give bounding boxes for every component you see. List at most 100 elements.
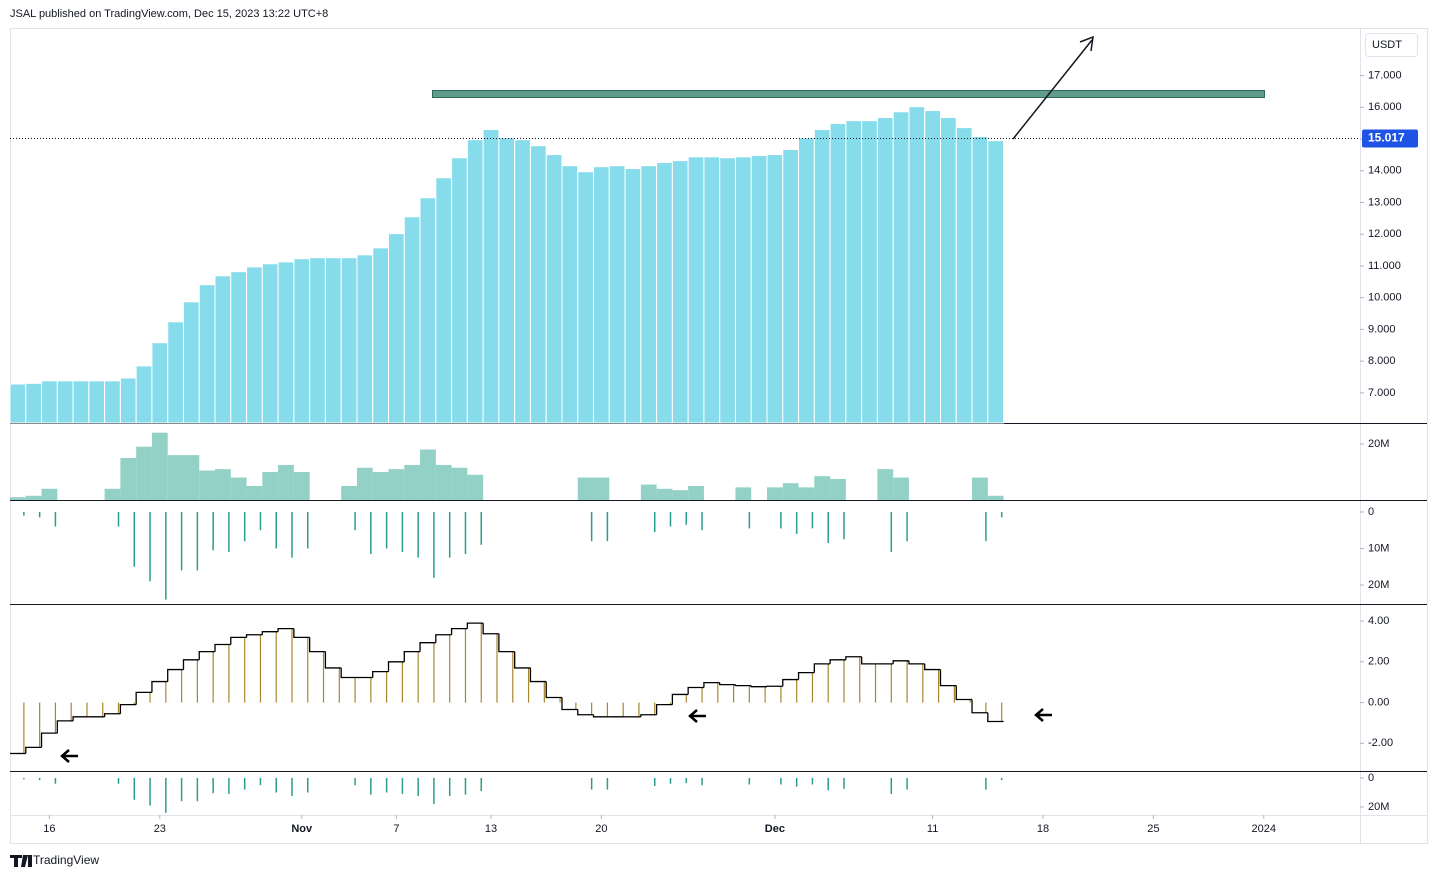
price-bar	[908, 106, 926, 424]
price-bar	[182, 301, 200, 424]
osc-step	[939, 669, 957, 687]
price-bar	[167, 321, 184, 424]
osc-step	[719, 682, 736, 686]
x-tick-label: 25	[1147, 823, 1159, 835]
price-bar	[987, 140, 1005, 424]
osc-step	[529, 667, 547, 683]
price-bar	[261, 263, 279, 424]
last-price-label: 15.017	[1368, 131, 1405, 145]
osc-step	[198, 650, 216, 660]
price-bar	[561, 165, 579, 424]
price-bar	[845, 120, 863, 424]
volume-bar	[262, 471, 279, 500]
price-bar	[340, 257, 358, 424]
price-bar	[876, 116, 894, 424]
price-bar	[25, 382, 43, 424]
marker-arrow	[688, 709, 706, 723]
y-tick-label: 13.000	[1368, 196, 1402, 208]
osc-step	[734, 684, 752, 687]
price-bar	[939, 116, 957, 424]
price-bar	[971, 136, 989, 424]
y-tick-label: 0	[1368, 772, 1374, 784]
price-bar	[624, 168, 642, 424]
osc-step	[813, 663, 831, 673]
price-bar	[466, 139, 484, 424]
osc-step	[955, 685, 973, 701]
price-bar	[782, 149, 800, 424]
price-bar	[482, 129, 500, 424]
osc-step	[750, 685, 768, 688]
osc-step	[245, 634, 263, 638]
price-bar	[388, 233, 405, 424]
volume-bar	[451, 467, 468, 500]
price-bar	[498, 137, 516, 424]
volume-bar	[293, 471, 310, 500]
volume-bar	[199, 470, 216, 500]
osc-step	[703, 681, 720, 688]
osc-step	[119, 703, 137, 714]
chart-frame	[10, 28, 1428, 844]
osc-step	[514, 651, 531, 669]
resistance-zone	[432, 90, 1265, 98]
y-tick-label: 8.000	[1368, 355, 1396, 367]
x-tick-label: 20	[595, 823, 607, 835]
y-tick-label: 11.000	[1368, 260, 1401, 272]
volume-bar	[356, 467, 373, 500]
volume-bar	[215, 469, 231, 500]
price-bar	[750, 155, 768, 424]
y-tick-label: 17.000	[1368, 69, 1402, 81]
volume-bar	[151, 432, 168, 500]
y-tick-label: 20M	[1368, 801, 1389, 813]
currency-box[interactable]	[1365, 33, 1418, 57]
y-tick-label: 10M	[1368, 542, 1389, 554]
last-price-box	[1362, 129, 1418, 148]
osc-step	[482, 623, 499, 635]
y-tick-label: -2.00	[1368, 737, 1393, 749]
price-bar	[403, 216, 421, 424]
osc-step	[545, 681, 562, 699]
x-tick-label: 16	[43, 823, 55, 835]
osc-step	[324, 651, 342, 669]
volume-bar	[987, 495, 1004, 500]
osc-step	[151, 680, 168, 693]
x-tick-label: 2024	[1252, 823, 1276, 835]
osc-step	[561, 697, 578, 711]
osc-step	[372, 670, 389, 678]
price-bar	[56, 380, 74, 424]
price-bar	[372, 247, 390, 424]
osc-step	[845, 656, 862, 660]
osc-step	[498, 633, 515, 653]
osc-step	[103, 713, 121, 717]
osc-step	[971, 699, 988, 714]
x-tick-label: 13	[485, 823, 497, 835]
volume-bar	[41, 488, 58, 500]
price-bar	[813, 129, 831, 424]
price-bar	[119, 377, 137, 424]
y-tick-label: 0	[1368, 506, 1374, 518]
volume-bar	[120, 457, 137, 500]
volume-bar	[893, 477, 909, 500]
osc-step	[671, 693, 689, 705]
price-bar	[246, 266, 263, 424]
price-bar	[719, 157, 736, 424]
osc-step	[135, 691, 152, 705]
price-bar	[687, 156, 705, 424]
volume-bar	[656, 488, 673, 500]
price-bar	[135, 365, 153, 424]
price-bar	[766, 154, 784, 424]
price-bar	[72, 380, 90, 424]
volume-bar	[688, 485, 704, 500]
y-tick-label: 20M	[1368, 438, 1389, 450]
osc-step	[167, 668, 184, 682]
price-bar	[577, 171, 595, 424]
osc-step	[640, 714, 657, 717]
osc-step	[72, 716, 89, 721]
y-tick-label: 14.000	[1368, 165, 1402, 177]
price-bar	[514, 139, 531, 424]
price-bar	[324, 257, 342, 424]
volume-bar	[782, 483, 799, 500]
price-bar	[829, 122, 847, 424]
price-bar	[277, 261, 295, 424]
